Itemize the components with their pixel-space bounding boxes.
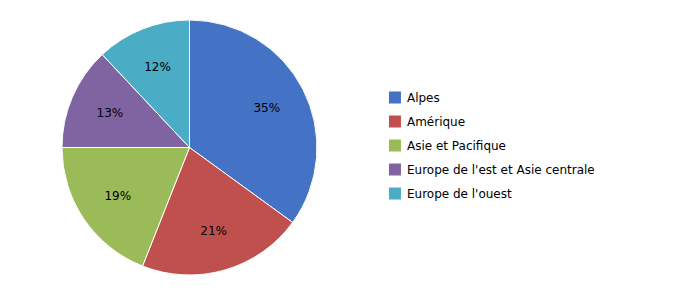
legend-item: Europe de l'ouest bbox=[389, 187, 512, 201]
legend-swatch bbox=[389, 140, 401, 152]
pie-slice bbox=[102, 20, 189, 148]
legend-label: Asie et Pacifique bbox=[407, 139, 506, 153]
legend-item: Alpes bbox=[389, 91, 440, 105]
data-labels: 35% 21% 19% 13% 12% bbox=[97, 60, 280, 238]
legend-swatch bbox=[389, 188, 401, 200]
data-label: 13% bbox=[97, 106, 124, 120]
legend: Alpes Amérique Asie et Pacifique Europe de … bbox=[389, 91, 595, 201]
data-label: 19% bbox=[104, 189, 131, 203]
legend-label: Amérique bbox=[407, 115, 465, 129]
pie bbox=[62, 20, 317, 275]
data-label: 12% bbox=[144, 60, 171, 74]
legend-item: Europe de l'est et Asie centrale bbox=[389, 163, 595, 177]
data-label: 21% bbox=[200, 224, 227, 238]
legend-item: Amérique bbox=[389, 115, 465, 129]
legend-label: Alpes bbox=[407, 91, 440, 105]
chart: 35% 21% 19% 13% 12% Alpes Amérique Asie et Paci… bbox=[0, 0, 689, 295]
legend-swatch bbox=[389, 92, 401, 104]
legend-label: Europe de l'ouest bbox=[407, 187, 512, 201]
data-label: 35% bbox=[253, 101, 280, 115]
legend-label: Europe de l'est et Asie centrale bbox=[407, 163, 595, 177]
pie-slice bbox=[62, 148, 190, 267]
legend-swatch bbox=[389, 164, 401, 176]
legend-item: Asie et Pacifique bbox=[389, 139, 506, 153]
legend-swatch bbox=[389, 116, 401, 128]
